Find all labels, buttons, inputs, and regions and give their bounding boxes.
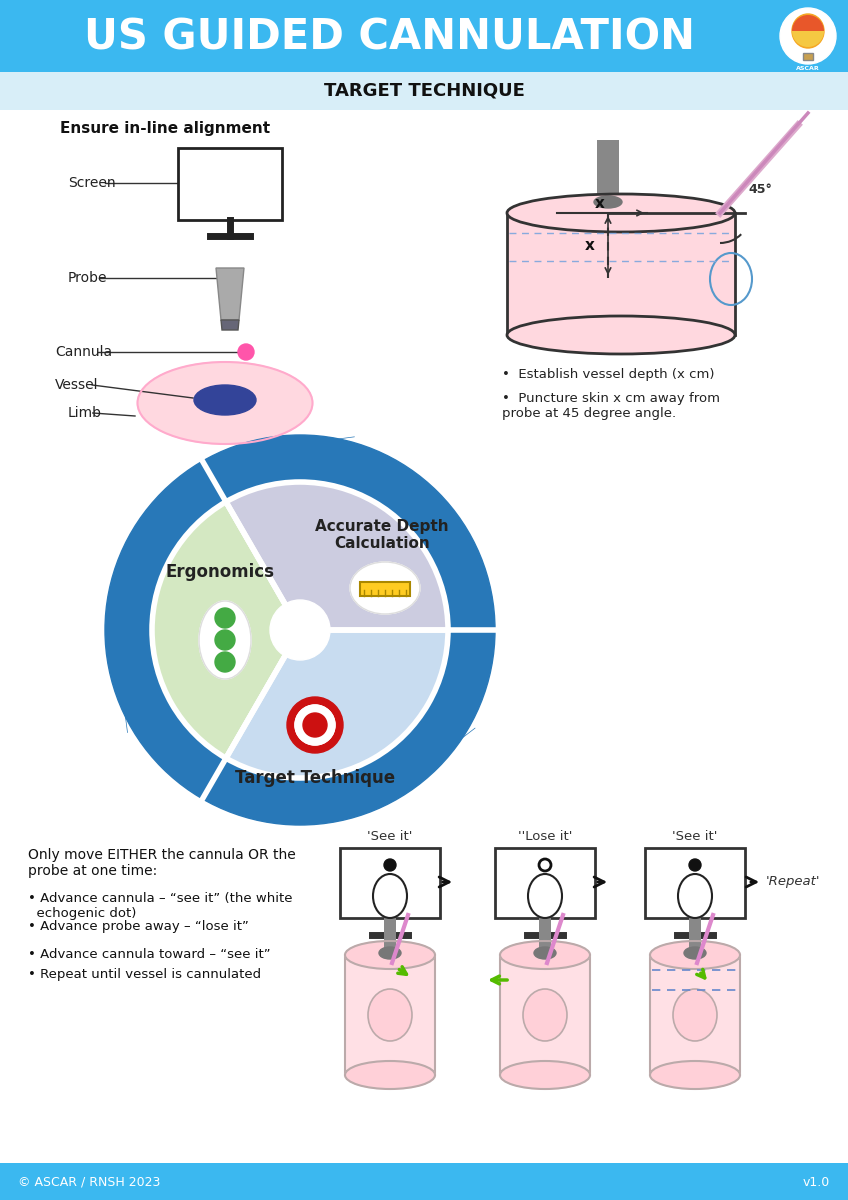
Wedge shape (152, 502, 300, 758)
Ellipse shape (345, 941, 435, 970)
Text: Ergonomics: Ergonomics (165, 563, 275, 581)
Ellipse shape (594, 196, 622, 208)
Text: Probe: Probe (68, 271, 108, 284)
FancyBboxPatch shape (360, 582, 410, 596)
Ellipse shape (534, 947, 556, 959)
Circle shape (689, 859, 701, 871)
FancyBboxPatch shape (650, 955, 740, 1075)
Text: •  Establish vessel depth (x cm): • Establish vessel depth (x cm) (502, 368, 715, 382)
Text: ASCAR: ASCAR (796, 66, 820, 72)
Text: Cannula: Cannula (55, 346, 112, 359)
Ellipse shape (137, 362, 313, 444)
Ellipse shape (500, 1061, 590, 1090)
Wedge shape (226, 482, 448, 630)
Polygon shape (221, 320, 239, 330)
FancyBboxPatch shape (0, 1163, 848, 1200)
Ellipse shape (199, 601, 251, 679)
Circle shape (238, 344, 254, 360)
FancyBboxPatch shape (0, 0, 848, 72)
FancyBboxPatch shape (539, 905, 551, 955)
Text: 'See it': 'See it' (367, 830, 413, 842)
Circle shape (384, 859, 396, 871)
Text: US GUIDED CANNULATION: US GUIDED CANNULATION (85, 17, 695, 59)
FancyBboxPatch shape (500, 955, 590, 1075)
Ellipse shape (194, 385, 256, 415)
Text: v1.0: v1.0 (803, 1176, 830, 1188)
Ellipse shape (650, 941, 740, 970)
Ellipse shape (684, 947, 706, 959)
FancyBboxPatch shape (803, 53, 813, 60)
Ellipse shape (500, 941, 590, 970)
Text: 'See it': 'See it' (672, 830, 717, 842)
Polygon shape (216, 268, 244, 320)
Ellipse shape (673, 989, 717, 1040)
Ellipse shape (345, 1061, 435, 1090)
Text: x: x (585, 239, 595, 253)
Text: • Advance probe away – “lose it”: • Advance probe away – “lose it” (28, 920, 248, 934)
Text: © ASCAR / RNSH 2023: © ASCAR / RNSH 2023 (18, 1176, 160, 1188)
Circle shape (310, 720, 320, 730)
Circle shape (780, 8, 836, 64)
FancyBboxPatch shape (495, 848, 595, 918)
Text: • Advance cannula toward – “see it”: • Advance cannula toward – “see it” (28, 948, 271, 961)
Text: Limb: Limb (68, 406, 102, 420)
Ellipse shape (379, 947, 401, 959)
Text: 'Repeat': 'Repeat' (766, 876, 821, 888)
FancyBboxPatch shape (507, 214, 735, 335)
Ellipse shape (650, 1061, 740, 1090)
Text: • Repeat until vessel is cannulated: • Repeat until vessel is cannulated (28, 968, 261, 982)
FancyBboxPatch shape (689, 905, 701, 955)
Circle shape (295, 704, 335, 745)
FancyBboxPatch shape (0, 72, 848, 110)
FancyBboxPatch shape (645, 848, 745, 918)
Circle shape (295, 704, 335, 745)
Text: •  Puncture skin x cm away from
probe at 45 degree angle.: • Puncture skin x cm away from probe at … (502, 392, 720, 420)
Ellipse shape (368, 989, 412, 1040)
Ellipse shape (350, 562, 420, 614)
Text: 45°: 45° (748, 182, 772, 196)
Circle shape (270, 600, 330, 660)
Ellipse shape (523, 989, 567, 1040)
Text: Target Technique: Target Technique (235, 769, 395, 787)
FancyBboxPatch shape (345, 955, 435, 1075)
Circle shape (105, 434, 495, 826)
Text: Screen: Screen (68, 176, 115, 190)
FancyBboxPatch shape (340, 848, 440, 918)
Circle shape (287, 697, 343, 754)
Wedge shape (792, 31, 824, 47)
Circle shape (215, 608, 235, 628)
Circle shape (303, 713, 327, 737)
Text: ''Lose it': ''Lose it' (518, 830, 572, 842)
Circle shape (303, 713, 327, 737)
Text: TARGET TECHNIQUE: TARGET TECHNIQUE (324, 82, 524, 100)
Ellipse shape (678, 874, 712, 918)
Text: Ensure in-line alignment: Ensure in-line alignment (60, 120, 270, 136)
Circle shape (215, 652, 235, 672)
Circle shape (539, 859, 551, 871)
Text: x: x (595, 197, 605, 211)
Ellipse shape (528, 874, 562, 918)
Ellipse shape (373, 874, 407, 918)
Text: Only move EITHER the cannula OR the
probe at one time:: Only move EITHER the cannula OR the prob… (28, 848, 296, 878)
Ellipse shape (507, 316, 735, 354)
Text: Accurate Depth
Calculation: Accurate Depth Calculation (315, 518, 449, 551)
Ellipse shape (507, 194, 735, 232)
Wedge shape (226, 630, 448, 778)
Circle shape (215, 630, 235, 650)
Text: • Advance cannula – “see it” (the white
  echogenic dot): • Advance cannula – “see it” (the white … (28, 892, 293, 920)
Ellipse shape (792, 14, 824, 48)
FancyBboxPatch shape (597, 140, 619, 202)
FancyBboxPatch shape (384, 905, 396, 955)
Wedge shape (792, 14, 824, 31)
Text: Vessel: Vessel (55, 378, 98, 392)
FancyBboxPatch shape (178, 148, 282, 220)
Circle shape (310, 720, 320, 730)
